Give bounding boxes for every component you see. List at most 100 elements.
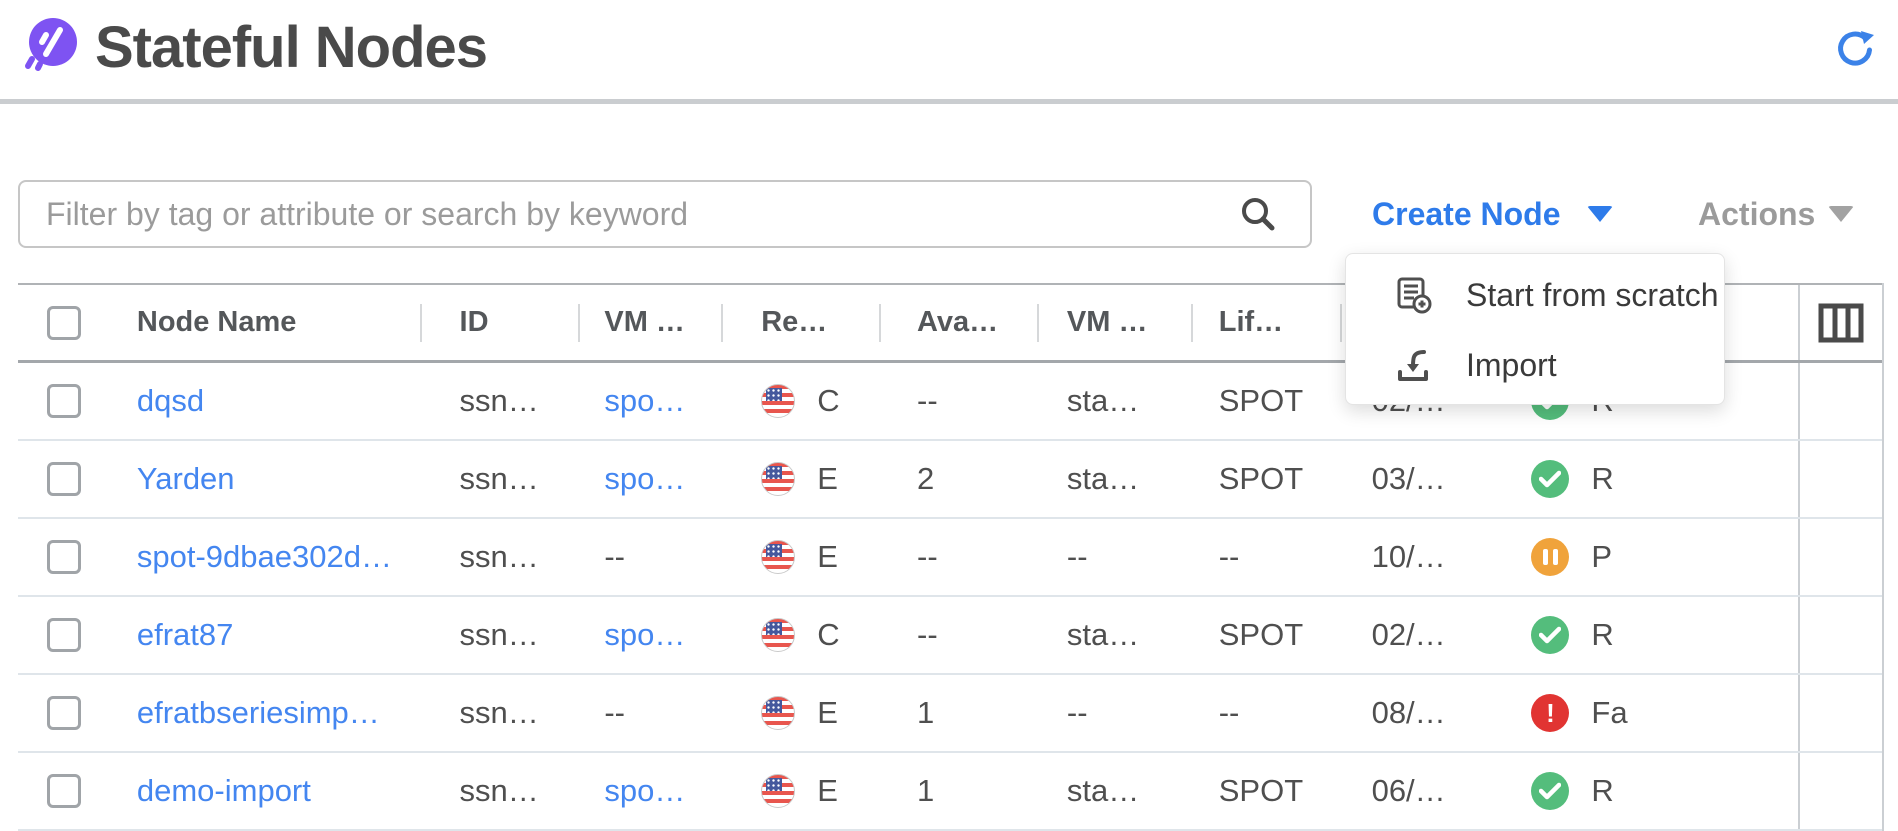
vm-link[interactable]: spo… — [604, 617, 686, 652]
filter-input[interactable] — [18, 180, 1312, 248]
node-name-link[interactable]: dqsd — [136, 383, 205, 418]
column-header-vm[interactable]: VM … — [578, 285, 721, 360]
vm-size-value: sta… — [1066, 773, 1140, 808]
vm-size-value: -- — [1066, 695, 1088, 730]
vm-link[interactable]: spo… — [604, 773, 686, 808]
availability-value: 2 — [917, 461, 935, 496]
status-label: R — [1591, 617, 1614, 652]
table-row[interactable]: demo-import ssn… spo… E 1 sta… SPOT 06/…… — [18, 753, 1882, 831]
us-flag-icon — [761, 696, 796, 730]
availability-value: -- — [917, 539, 938, 574]
us-flag-icon — [761, 462, 796, 496]
column-picker-icon[interactable] — [1818, 303, 1864, 343]
row-checkbox[interactable] — [46, 696, 81, 730]
lifecycle-value: SPOT — [1218, 383, 1304, 418]
region-value: C — [817, 617, 840, 652]
node-id: ssn… — [459, 773, 539, 808]
node-id: ssn… — [459, 383, 539, 418]
created-value: 06/… — [1371, 773, 1446, 808]
column-header-id[interactable]: ID — [420, 285, 579, 360]
lifecycle-value: SPOT — [1218, 461, 1304, 496]
vm-size-value: sta… — [1066, 383, 1140, 418]
region-value: E — [817, 461, 838, 496]
status-running-icon — [1531, 616, 1570, 654]
chevron-down-icon — [1586, 206, 1613, 222]
refresh-icon[interactable] — [1834, 26, 1878, 70]
table-row[interactable]: efrat87 ssn… spo… C -- sta… SPOT 02/… R — [18, 597, 1882, 675]
select-all-checkbox[interactable] — [46, 305, 81, 340]
status-label: P — [1591, 539, 1613, 574]
vm-value: -- — [604, 539, 626, 574]
lifecycle-value: -- — [1218, 539, 1240, 574]
row-checkbox[interactable] — [46, 618, 81, 652]
availability-value: -- — [917, 617, 938, 652]
vm-link[interactable]: spo… — [604, 461, 686, 496]
us-flag-icon — [761, 384, 796, 418]
page-title: Stateful Nodes — [95, 15, 488, 80]
created-value: 08/… — [1371, 695, 1446, 730]
vm-size-value: sta… — [1066, 461, 1140, 496]
column-header-lifecycle[interactable]: Lif… — [1191, 285, 1340, 360]
created-value: 10/… — [1371, 539, 1446, 574]
row-checkbox[interactable] — [46, 462, 81, 496]
row-checkbox[interactable] — [46, 540, 81, 574]
us-flag-icon — [761, 774, 796, 808]
node-id: ssn… — [459, 617, 539, 652]
create-node-label: Create Node — [1372, 195, 1561, 232]
vm-size-value: -- — [1066, 539, 1088, 574]
search-icon[interactable] — [1238, 194, 1278, 234]
import-icon — [1398, 350, 1428, 381]
node-id: ssn… — [459, 461, 539, 496]
node-name-link[interactable]: efratbseriesimp… — [136, 695, 380, 730]
vm-value: -- — [604, 695, 626, 730]
column-header-node-name[interactable]: Node Name — [136, 306, 297, 338]
node-name-link[interactable]: spot-9dbae302d… — [136, 539, 392, 574]
availability-value: 1 — [917, 695, 935, 730]
menu-item-start-from-scratch[interactable]: Start from scratch — [1346, 260, 1724, 330]
menu-item-label: Import — [1466, 346, 1557, 383]
create-node-menu: Start from scratch Import — [1345, 253, 1725, 405]
status-label: R — [1591, 461, 1614, 496]
vm-link[interactable]: spo… — [604, 383, 686, 418]
node-name-link[interactable]: demo-import — [136, 773, 311, 808]
column-header-vm2[interactable]: VM … — [1037, 285, 1191, 360]
vm-size-value: sta… — [1066, 617, 1140, 652]
toolbar: Create Node Actions — [0, 180, 1898, 248]
menu-item-import[interactable]: Import — [1346, 330, 1724, 400]
actions-label: Actions — [1698, 195, 1816, 232]
status-label: Fa — [1591, 695, 1628, 730]
region-value: E — [817, 773, 838, 808]
region-value: E — [817, 539, 838, 574]
created-value: 03/… — [1371, 461, 1446, 496]
region-value: C — [817, 383, 840, 418]
status-running-icon — [1531, 772, 1570, 810]
status-running-icon — [1531, 460, 1570, 498]
region-value: E — [817, 695, 838, 730]
lifecycle-value: -- — [1218, 695, 1240, 730]
chevron-down-icon — [1828, 206, 1854, 222]
row-checkbox[interactable] — [46, 384, 81, 418]
status-label: R — [1591, 773, 1614, 808]
status-failed-icon: ! — [1531, 694, 1570, 732]
spot-logo-icon — [25, 18, 77, 71]
node-name-link[interactable]: Yarden — [136, 461, 235, 496]
create-node-button[interactable]: Create Node — [1372, 180, 1613, 248]
created-value: 02/… — [1371, 617, 1446, 652]
us-flag-icon — [761, 618, 796, 652]
availability-value: 1 — [917, 773, 935, 808]
column-header-region[interactable]: Re… — [721, 285, 879, 360]
row-checkbox[interactable] — [46, 774, 81, 808]
availability-value: -- — [917, 383, 938, 418]
header-divider — [0, 99, 1898, 104]
table-row[interactable]: efratbseriesimp… ssn… -- E 1 -- -- 08/… … — [18, 675, 1882, 753]
table-row[interactable]: Yarden ssn… spo… E 2 sta… SPOT 03/… R — [18, 441, 1882, 519]
actions-button[interactable]: Actions — [1698, 180, 1854, 248]
page-header: Stateful Nodes — [0, 0, 1898, 104]
lifecycle-value: SPOT — [1218, 617, 1304, 652]
column-header-availability[interactable]: Ava… — [879, 285, 1037, 360]
node-name-link[interactable]: efrat87 — [136, 617, 234, 652]
table-row[interactable]: spot-9dbae302d… ssn… -- E -- -- -- 10/… … — [18, 519, 1882, 597]
lifecycle-value: SPOT — [1218, 773, 1304, 808]
node-id: ssn… — [459, 539, 539, 574]
status-paused-icon — [1531, 538, 1570, 576]
